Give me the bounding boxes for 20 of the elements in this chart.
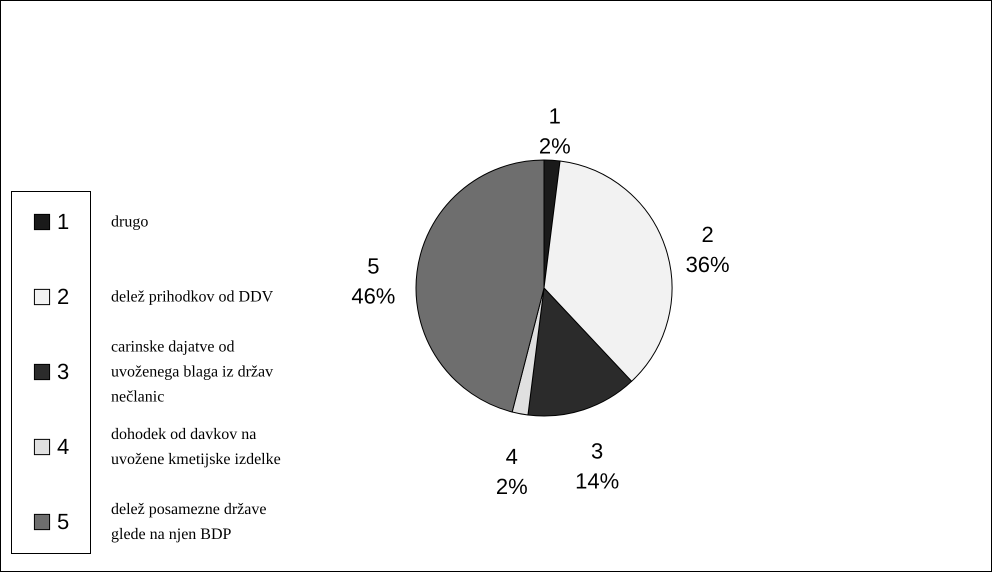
text: delež posamezne države glede na njen BDP xyxy=(111,500,268,545)
slice-label: 3 xyxy=(591,438,604,464)
slice-label: 1 xyxy=(548,103,561,128)
text: dohodek od davkov na uvožene kmetijske izdelke xyxy=(111,425,282,470)
data-label: 46% xyxy=(351,283,396,308)
legend-label: 5 xyxy=(57,509,70,534)
legend-label: 1 xyxy=(57,209,70,234)
legend-label: 3 xyxy=(57,359,70,384)
text: carinske dajatve od uvoženega blaga iz držav nečlanic xyxy=(111,338,274,408)
legend-label: 4 xyxy=(57,434,70,459)
data-label: 36% xyxy=(686,252,730,277)
data-label: 14% xyxy=(575,468,620,494)
slice-label: 2 xyxy=(701,222,714,247)
data-label: 2% xyxy=(538,133,571,158)
text: delež prihodkov od DDV xyxy=(111,288,274,308)
legend-label: 2 xyxy=(57,284,70,309)
slice-label: 5 xyxy=(367,253,380,278)
text: drugo xyxy=(111,212,150,232)
data-label: 2% xyxy=(496,474,528,499)
slice-label: 4 xyxy=(506,444,518,469)
